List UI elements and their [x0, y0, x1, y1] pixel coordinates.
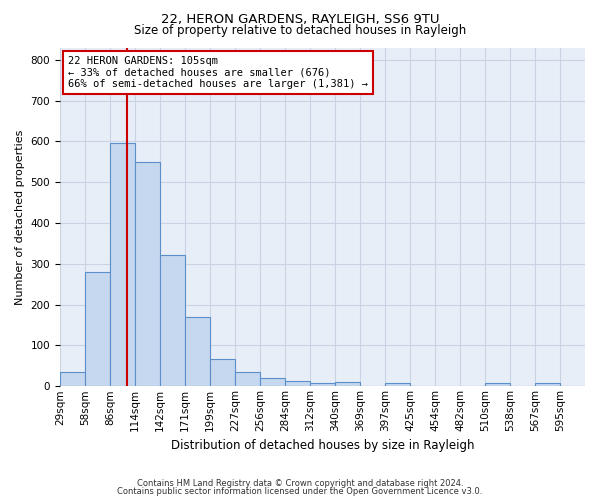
- Bar: [260, 378, 285, 386]
- Bar: [185, 317, 210, 386]
- Text: Contains public sector information licensed under the Open Government Licence v3: Contains public sector information licen…: [118, 487, 482, 496]
- Bar: [310, 383, 335, 386]
- X-axis label: Distribution of detached houses by size in Rayleigh: Distribution of detached houses by size …: [171, 440, 474, 452]
- Text: Size of property relative to detached houses in Rayleigh: Size of property relative to detached ho…: [134, 24, 466, 37]
- Text: 22, HERON GARDENS, RAYLEIGH, SS6 9TU: 22, HERON GARDENS, RAYLEIGH, SS6 9TU: [161, 12, 439, 26]
- Bar: [335, 382, 360, 386]
- Bar: [285, 382, 310, 386]
- Bar: [385, 383, 410, 386]
- Bar: [110, 144, 135, 386]
- Bar: [85, 272, 110, 386]
- Bar: [160, 255, 185, 386]
- Bar: [60, 372, 85, 386]
- Bar: [210, 358, 235, 386]
- Text: Contains HM Land Registry data © Crown copyright and database right 2024.: Contains HM Land Registry data © Crown c…: [137, 478, 463, 488]
- Bar: [235, 372, 260, 386]
- Y-axis label: Number of detached properties: Number of detached properties: [15, 129, 25, 304]
- Text: 22 HERON GARDENS: 105sqm
← 33% of detached houses are smaller (676)
66% of semi-: 22 HERON GARDENS: 105sqm ← 33% of detach…: [68, 56, 368, 89]
- Bar: [135, 162, 160, 386]
- Bar: [485, 383, 510, 386]
- Bar: [535, 383, 560, 386]
